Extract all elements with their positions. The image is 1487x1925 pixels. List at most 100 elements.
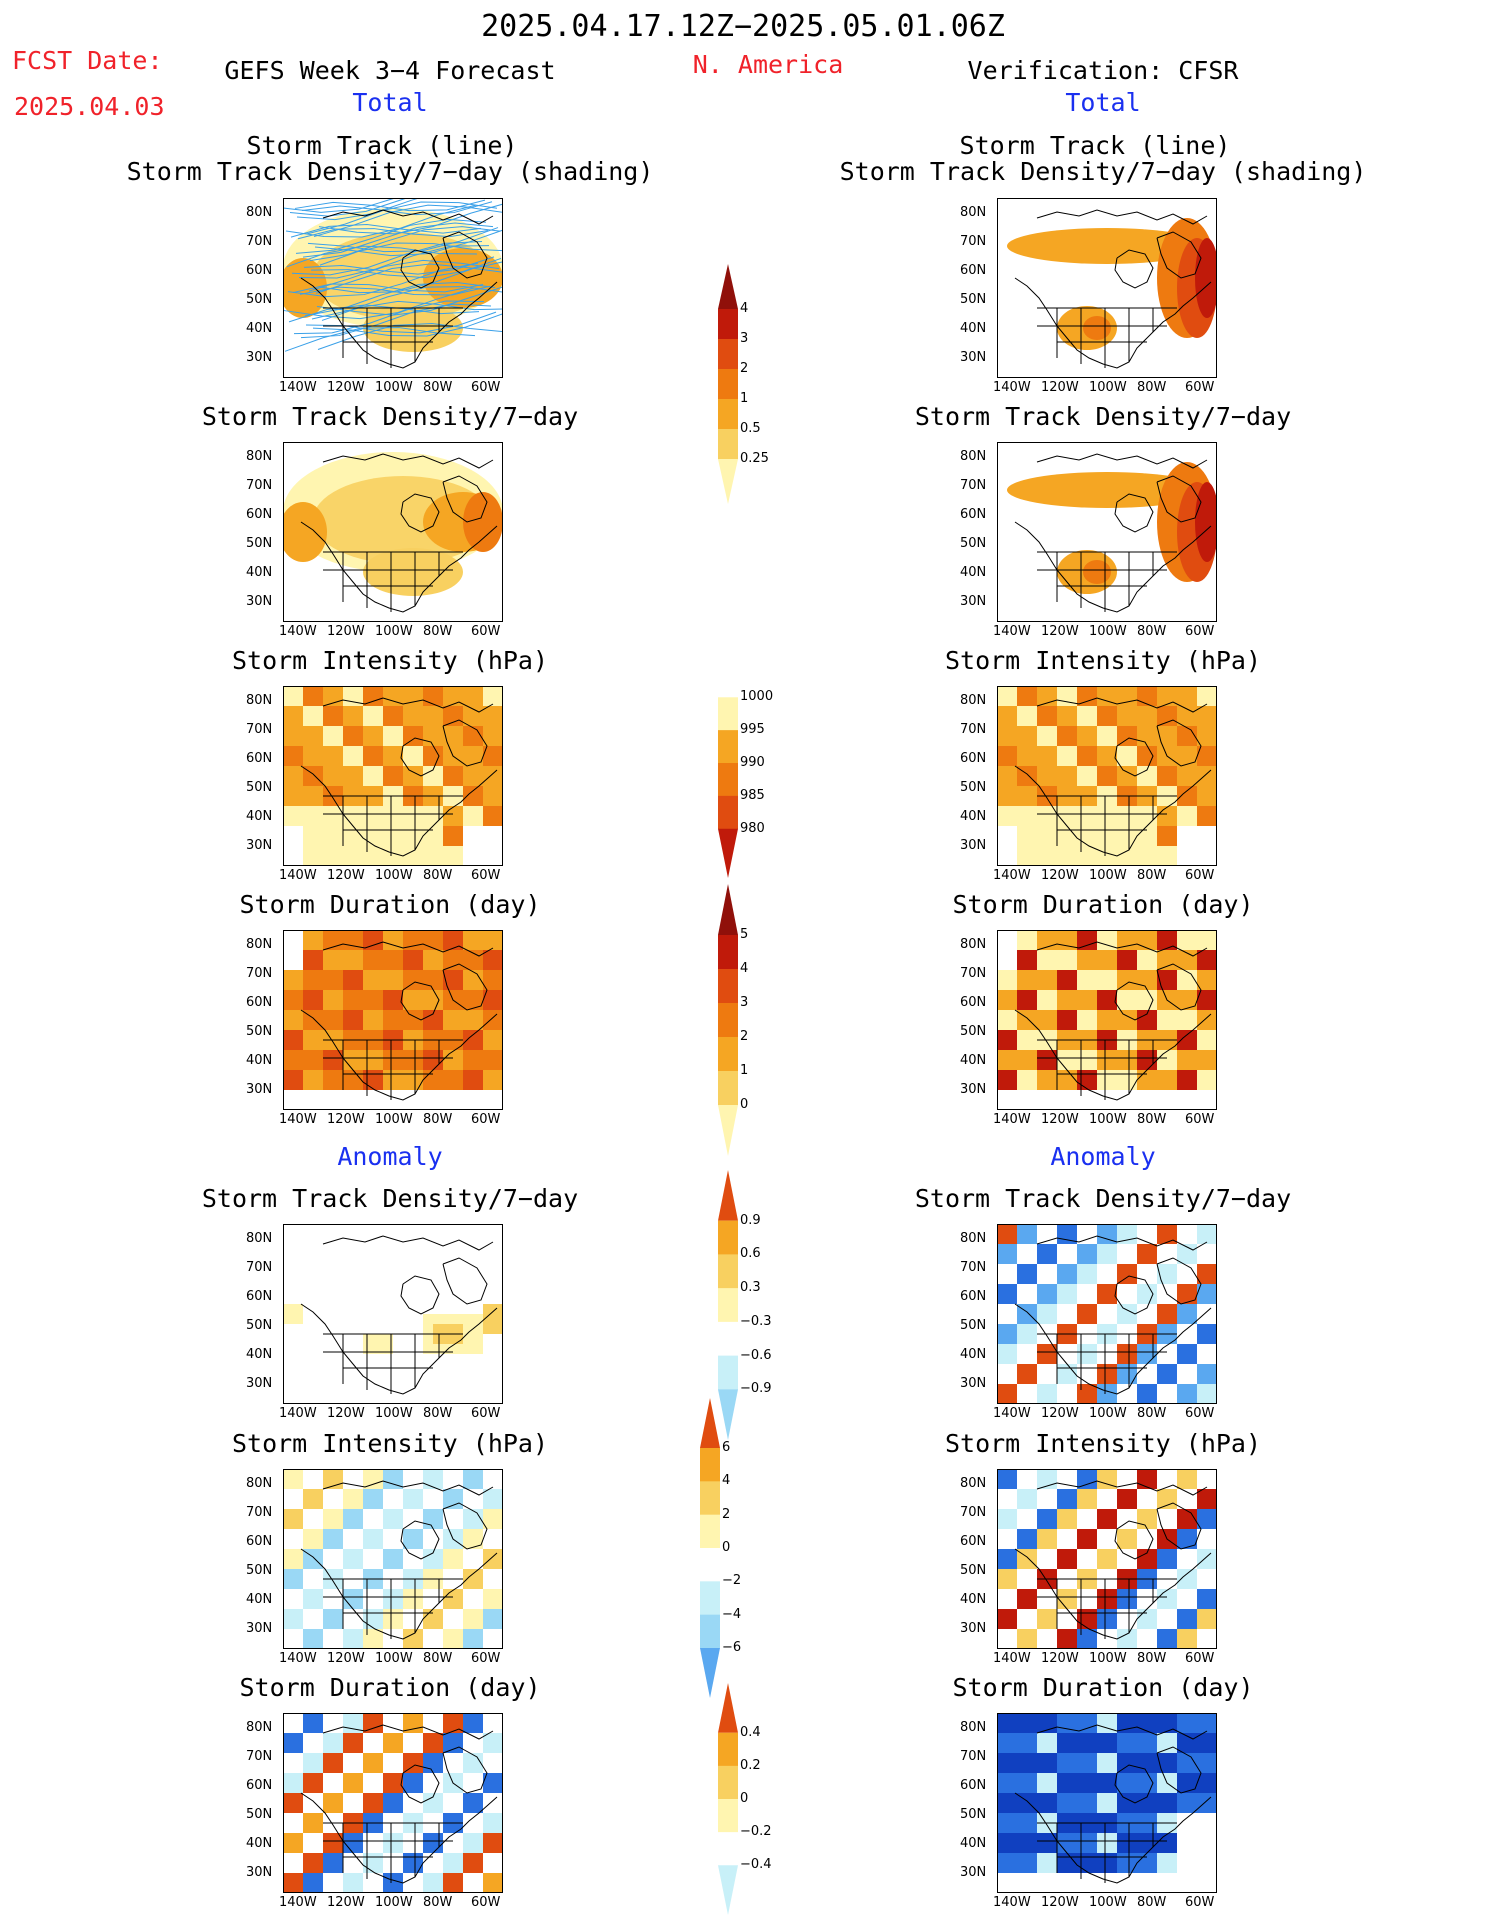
lon-tick-label: 100W — [1089, 868, 1127, 883]
lon-tick-label: 100W — [375, 1651, 413, 1666]
lat-tick-label: 40N — [246, 565, 273, 580]
lat-tick-label: 40N — [960, 565, 987, 580]
lat-tick-label: 40N — [246, 1592, 273, 1607]
map-panel-l5 — [283, 1224, 503, 1404]
lat-tick-label: 50N — [960, 292, 987, 307]
lat-tick-label: 30N — [246, 1082, 273, 1097]
lon-tick-label: 140W — [993, 624, 1031, 639]
lat-tick-label: 70N — [960, 722, 987, 737]
map-panel-r1 — [997, 198, 1217, 378]
lon-tick-label: 100W — [375, 380, 413, 395]
lon-tick-label: 80W — [1137, 1112, 1167, 1127]
lon-tick-label: 100W — [375, 1406, 413, 1421]
lon-tick-label: 60W — [471, 1895, 501, 1910]
map-panel-r4 — [997, 930, 1217, 1110]
lat-tick-label: 40N — [246, 1347, 273, 1362]
lat-tick-label: 60N — [246, 1778, 273, 1793]
lon-tick-label: 60W — [471, 624, 501, 639]
lon-tick-label: 60W — [1185, 1895, 1215, 1910]
lat-tick-label: 50N — [246, 1563, 273, 1578]
panel-title-density-anom-left: Storm Track Density/7−day — [201, 1184, 579, 1213]
lat-tick-label: 70N — [246, 1260, 273, 1275]
lat-tick-label: 70N — [246, 1749, 273, 1764]
colorbar-tick-label: 2 — [722, 1506, 731, 1522]
colorbar-tick-label: −0.2 — [740, 1824, 772, 1840]
lon-tick-label: 120W — [1041, 1112, 1079, 1127]
colorbar-tick-label: 0 — [722, 1540, 731, 1555]
lon-tick-label: 120W — [327, 380, 365, 395]
lat-tick-label: 70N — [960, 966, 987, 981]
lat-tick-label: 30N — [960, 1621, 987, 1636]
colorbar-tick-label: 990 — [740, 755, 765, 770]
panel-title-intensity-left: Storm Intensity (hPa) — [231, 646, 549, 675]
lat-tick-label: 80N — [246, 1476, 273, 1491]
lat-tick-label: 80N — [246, 1720, 273, 1735]
verification-title: Verification: CFSR — [967, 56, 1239, 85]
lon-tick-label: 140W — [279, 380, 317, 395]
lat-tick-label: 30N — [960, 350, 987, 365]
colorbar-tick-label: −0.4 — [740, 1857, 772, 1873]
panel-title-track-shading-right: Storm Track Density/7−day (shading) — [839, 157, 1367, 186]
lat-tick-label: 50N — [246, 780, 273, 795]
lon-tick-label: 120W — [327, 1895, 365, 1910]
lon-tick-label: 120W — [327, 1406, 365, 1421]
lat-tick-label: 30N — [246, 594, 273, 609]
colorbar-tick-label: 4 — [740, 961, 749, 976]
lon-tick-label: 80W — [1137, 868, 1167, 883]
lat-tick-label: 40N — [960, 1053, 987, 1068]
lon-tick-label: 120W — [1041, 1406, 1079, 1421]
lon-tick-label: 80W — [1137, 624, 1167, 639]
lon-tick-label: 60W — [1185, 624, 1215, 639]
fcst-date-value: 2025.04.03 — [14, 92, 165, 121]
colorbar-density-anom: 0.9 0.6 0.3 −0.3 −0.6 −0.9 — [718, 1170, 778, 1440]
lat-tick-label: 80N — [960, 205, 987, 220]
lon-tick-label: 140W — [279, 1651, 317, 1666]
colorbar-tick-label: 0.4 — [740, 1724, 761, 1740]
colorbar-tick-label: 1 — [740, 1063, 749, 1078]
lon-tick-label: 120W — [327, 1112, 365, 1127]
colorbar-tick-label: 3 — [740, 331, 749, 346]
colorbar-tick-label: −0.9 — [740, 1381, 772, 1397]
lon-tick-label: 140W — [279, 868, 317, 883]
map-panel-l1 — [283, 198, 503, 378]
lat-tick-label: 30N — [246, 1865, 273, 1880]
panel-title-intensity-anom-right: Storm Intensity (hPa) — [944, 1429, 1262, 1458]
colorbar-tick-label: 0.3 — [740, 1280, 761, 1296]
lon-tick-label: 140W — [279, 1112, 317, 1127]
panel-title-duration-anom-left: Storm Duration (day) — [239, 1673, 541, 1702]
lat-tick-label: 50N — [960, 536, 987, 551]
lat-tick-label: 40N — [960, 1836, 987, 1851]
colorbar-tick-label: −4 — [722, 1606, 742, 1622]
colorbar-density-total: 4 3 2 1 0.5 0.25 — [718, 264, 778, 504]
panel-title-duration-left: Storm Duration (day) — [239, 890, 541, 919]
lon-tick-label: 80W — [423, 624, 453, 639]
colorbar-tick-label: 0.5 — [740, 421, 761, 436]
lon-tick-label: 120W — [327, 1651, 365, 1666]
lon-tick-label: 60W — [1185, 1112, 1215, 1127]
lat-tick-label: 30N — [246, 838, 273, 853]
panel-title-track-shading-left: Storm Track Density/7−day (shading) — [126, 157, 654, 186]
panel-title-intensity-anom-left: Storm Intensity (hPa) — [231, 1429, 549, 1458]
colorbar-tick-label: 0.25 — [740, 451, 769, 466]
lat-tick-label: 80N — [960, 1720, 987, 1735]
colorbar-tick-label: 0.6 — [740, 1246, 761, 1262]
lat-tick-label: 80N — [960, 1231, 987, 1246]
panel-title-track-line-right: Storm Track (line) — [959, 131, 1231, 160]
lat-tick-label: 40N — [246, 809, 273, 824]
lat-tick-label: 80N — [246, 1231, 273, 1246]
colorbar-tick-label: 3 — [740, 995, 749, 1010]
region-title: N. America — [692, 50, 844, 79]
lat-tick-label: 70N — [246, 478, 273, 493]
lon-tick-label: 60W — [1185, 1651, 1215, 1666]
lat-tick-label: 40N — [960, 321, 987, 336]
lat-tick-label: 60N — [246, 263, 273, 278]
lon-tick-label: 140W — [279, 1406, 317, 1421]
lat-tick-label: 80N — [246, 205, 273, 220]
lat-tick-label: 70N — [960, 1260, 987, 1275]
lon-tick-label: 60W — [471, 380, 501, 395]
lon-tick-label: 120W — [327, 868, 365, 883]
lat-tick-label: 70N — [960, 234, 987, 249]
colorbar-tick-label: −2 — [722, 1573, 742, 1589]
colorbar-tick-label: −0.3 — [740, 1313, 772, 1329]
lat-tick-label: 40N — [246, 1836, 273, 1851]
